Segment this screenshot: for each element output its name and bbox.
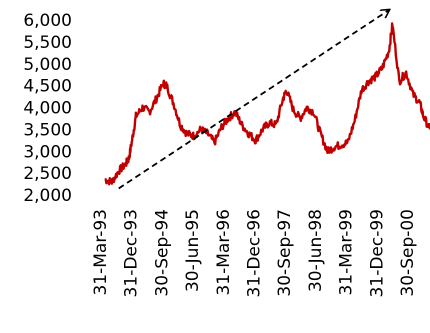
y-tick-label: 6,000 <box>23 11 72 31</box>
trend-arrow <box>118 10 389 190</box>
x-tick-label: 31-Dec-93 <box>122 209 142 297</box>
x-tick-label: 30-Sep-94 <box>152 209 172 297</box>
y-tick-label: 2,000 <box>23 186 72 206</box>
y-tick-label: 5,000 <box>23 55 72 75</box>
x-tick-label: 30-Sep-00 <box>398 209 418 297</box>
x-tick-label: 31-Dec-99 <box>367 209 387 297</box>
x-tick-label: 30-Sep-97 <box>275 209 295 297</box>
y-tick-label: 3,000 <box>23 142 72 162</box>
x-tick-label: 31-Mar-99 <box>337 209 357 296</box>
y-tick-label: 4,000 <box>23 99 72 119</box>
y-tick-label: 5,500 <box>23 33 72 53</box>
x-tick-label: 31-Mar-96 <box>214 209 234 296</box>
y-tick-label: 3,500 <box>23 120 72 140</box>
x-tick-label: 30-Jun-98 <box>306 209 326 292</box>
x-tick-label: 30-Jun-95 <box>183 209 203 292</box>
x-tick-label: 31-Mar-93 <box>91 209 111 296</box>
y-axis: 6,0005,5005,0004,5004,0003,5003,0002,500… <box>23 11 72 206</box>
y-tick-label: 4,500 <box>23 77 72 97</box>
price-series-line <box>104 22 430 186</box>
x-axis: 31-Mar-93 31-Dec-93 30-Sep-94 30-Jun-95 31-M… <box>91 209 418 297</box>
y-tick-label: 2,500 <box>23 164 72 184</box>
x-tick-label: 31-Dec-96 <box>245 209 265 297</box>
